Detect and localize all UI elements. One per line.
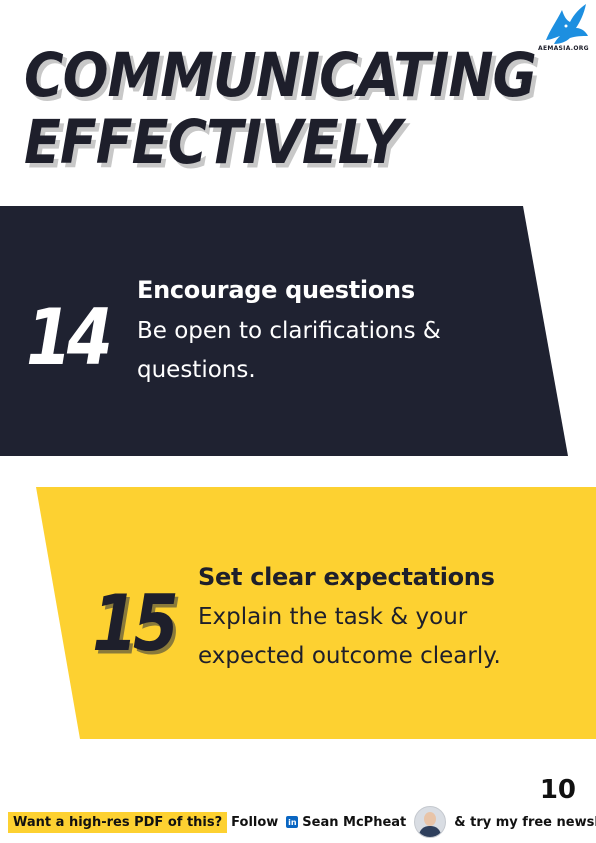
tip-15-panel (36, 487, 596, 739)
tip-14-title: Encourage questions (137, 276, 415, 304)
avatar (414, 806, 447, 838)
tip-14-panel (0, 206, 568, 456)
follow-label: Follow (231, 814, 279, 830)
tip-15-title: Set clear expectations (198, 563, 495, 591)
pdf-cta-link[interactable]: Want a high-res PDF of this? (8, 811, 228, 833)
newsletter-link[interactable]: & try my free newsletter. (454, 814, 596, 830)
page-number: 10 (539, 775, 576, 805)
footer: Want a high-res PDF of this? Follow in S… (8, 806, 596, 838)
page-title-line-1: COMMUNICATING (24, 39, 537, 111)
tip-14-body: Be open to clarifications & questions. (137, 318, 441, 383)
page-title-line-2: EFFECTIVELY (24, 106, 402, 178)
logo-text: AEMASIA.ORG (538, 45, 589, 52)
tip-15-number: 15 (92, 578, 179, 669)
linkedin-icon[interactable]: in (286, 816, 299, 828)
tip-15-body: Explain the task & your expected outcome… (198, 604, 501, 669)
author-link[interactable]: Sean McPheat (302, 814, 407, 830)
bird-logo-icon (546, 4, 588, 44)
tip-14-number: 14 (26, 292, 113, 383)
page-title: COMMUNICATING EFFECTIVELY (24, 39, 537, 178)
